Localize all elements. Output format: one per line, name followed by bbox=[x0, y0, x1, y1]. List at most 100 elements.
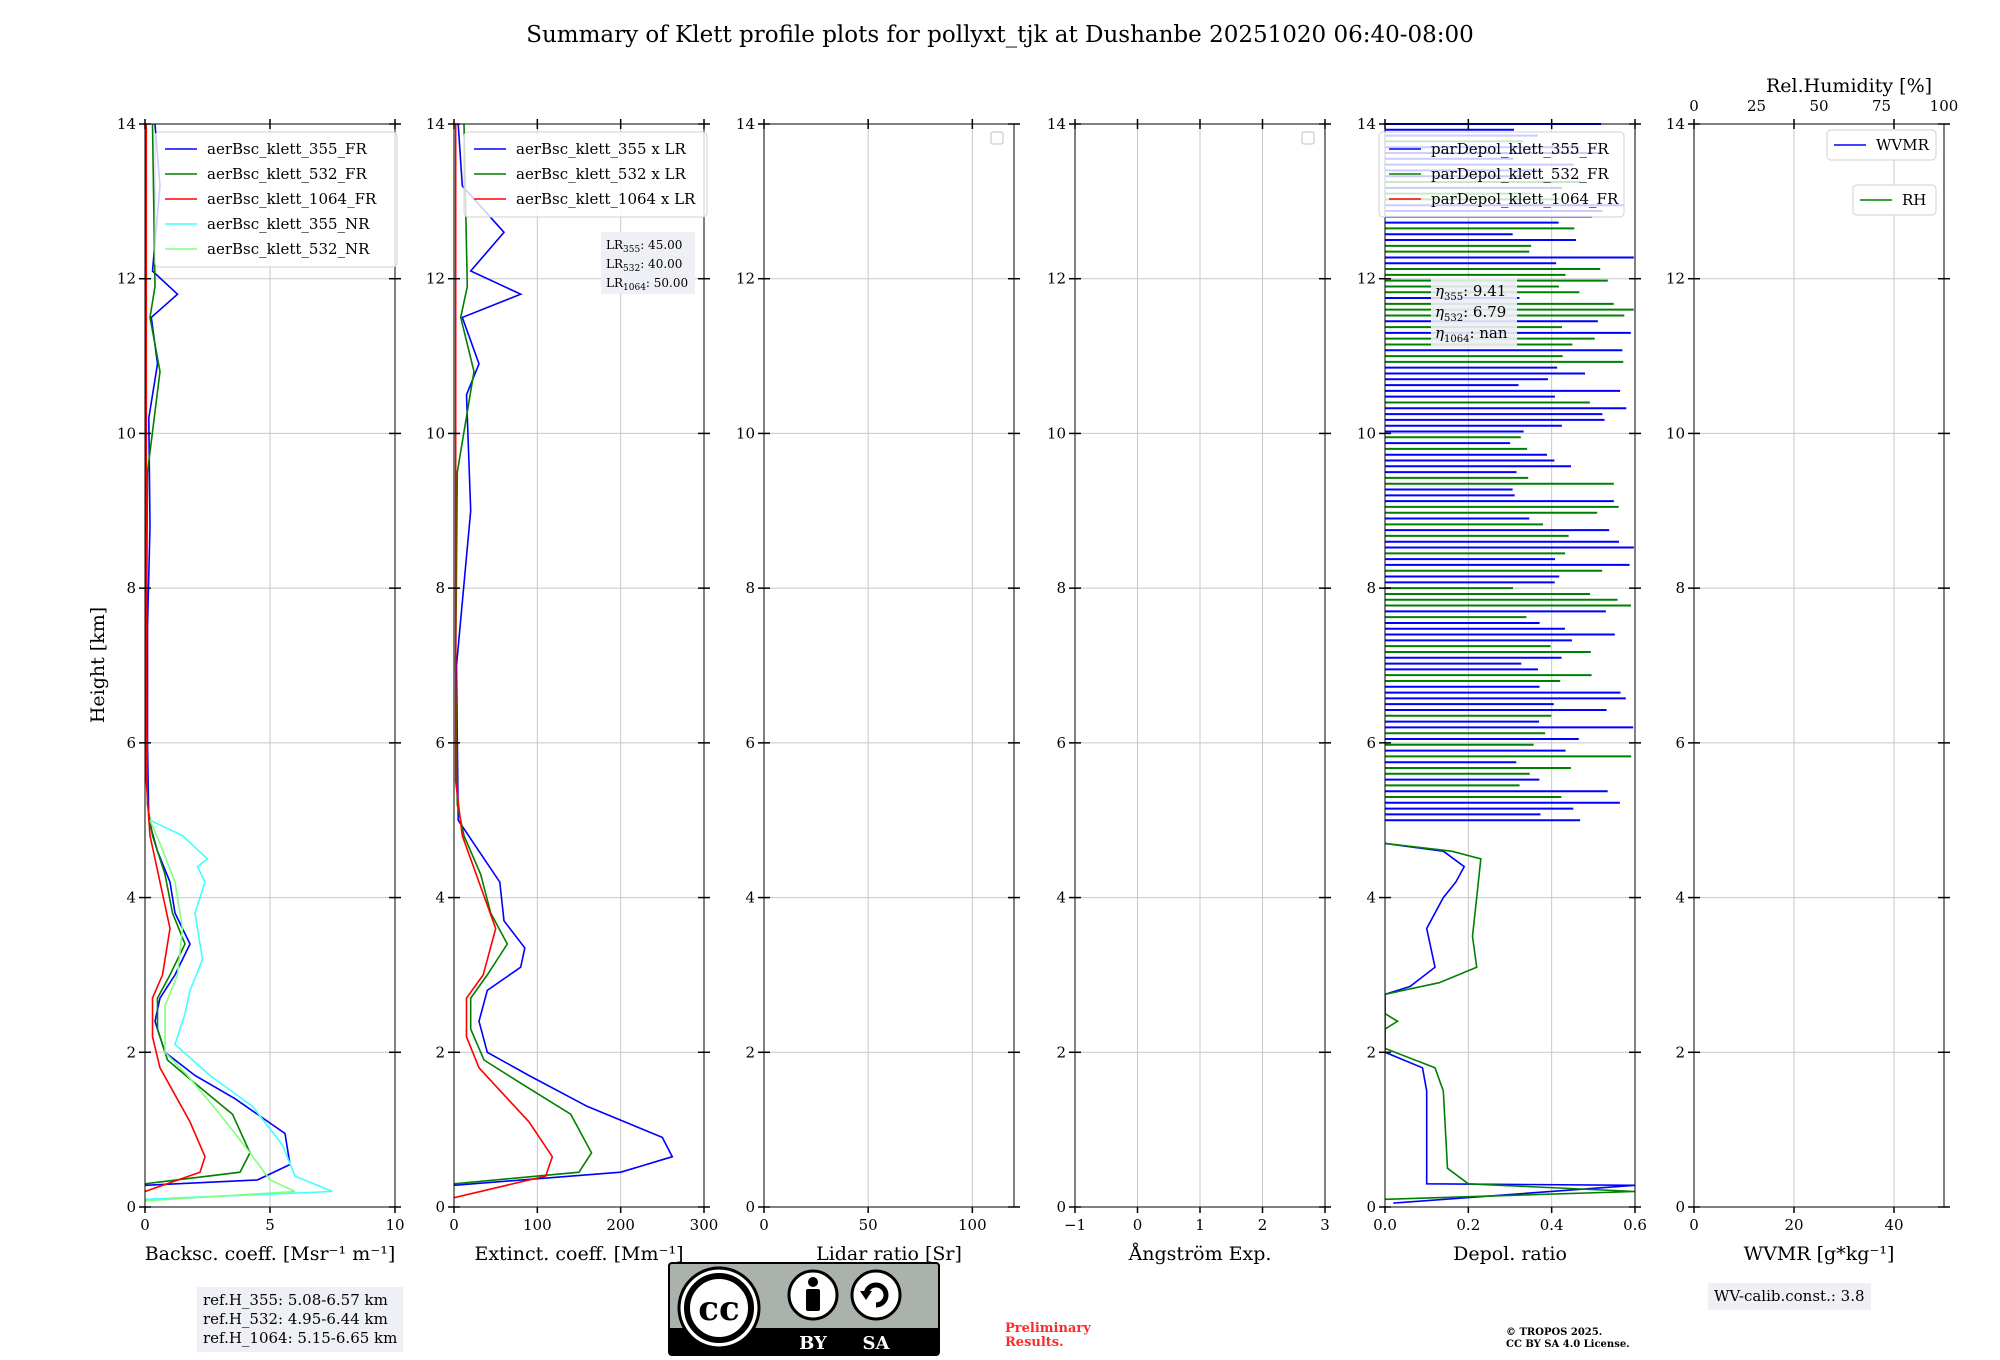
figure-title: Summary of Klett profile plots for polly… bbox=[526, 22, 1474, 48]
series-line-aerBsc_klett_355_NR bbox=[145, 819, 333, 1201]
lidar-ratio-info-box bbox=[601, 232, 695, 294]
y-tick-label: 2 bbox=[435, 1043, 445, 1061]
y-tick-label: 8 bbox=[435, 579, 445, 597]
preliminary-line-2: Results. bbox=[1005, 1335, 1064, 1350]
x-tick-label: 3 bbox=[1320, 1216, 1330, 1234]
legend-box bbox=[1852, 184, 1937, 216]
y-tick-label: 10 bbox=[1357, 424, 1376, 442]
series-line-aerBsc_klett_355 x LR bbox=[454, 124, 674, 1187]
eta-info-line: η355: 9.41 bbox=[1435, 282, 1506, 303]
series-line-aerBsc_klett_532 x LR bbox=[454, 124, 593, 1185]
series-line-parDepol_klett_355_FR bbox=[1385, 842, 1635, 1204]
legend-label: parDepol_klett_1064_FR bbox=[1431, 190, 1619, 208]
series-line-aerBsc_klett_355_FR bbox=[145, 124, 291, 1187]
eta-info-line: η532: 6.79 bbox=[1435, 303, 1506, 324]
legend-label: aerBsc_klett_355 x LR bbox=[516, 140, 687, 158]
top-x-tick-label: 0 bbox=[1689, 97, 1699, 115]
y-tick-label: 6 bbox=[745, 734, 755, 752]
y-tick-label: 2 bbox=[126, 1043, 136, 1061]
y-tick-label: 8 bbox=[1366, 579, 1376, 597]
preliminary-note: Preliminary Results. bbox=[1005, 1322, 1091, 1350]
copyright-line-2: CC BY SA 4.0 License. bbox=[1506, 1339, 1630, 1350]
y-tick-label: 0 bbox=[1675, 1198, 1685, 1216]
legend-label: aerBsc_klett_532 x LR bbox=[516, 165, 687, 183]
x-tick-label: 10 bbox=[385, 1216, 404, 1234]
y-tick-label: 12 bbox=[426, 270, 445, 288]
panel-frame bbox=[1384, 123, 1636, 1208]
y-tick-label: 0 bbox=[435, 1198, 445, 1216]
reference-height-box: ref.H_355: 5.08-6.57 km ref.H_532: 4.95-… bbox=[197, 1287, 404, 1352]
wv-calib-constant: WV-calib.const.: 3.8 bbox=[1714, 1287, 1865, 1305]
lidar-ratio-info-line: LR1064: 50.00 bbox=[606, 276, 688, 293]
panel-frame bbox=[453, 123, 705, 1208]
y-tick-label: 12 bbox=[117, 270, 136, 288]
x-axis-label: WVMR [g*kg⁻¹] bbox=[1744, 1243, 1895, 1265]
y-tick-label: 0 bbox=[745, 1198, 755, 1216]
legend: parDepol_klett_355_FR parDepol_klett_532_… bbox=[1378, 131, 1625, 218]
panel-backscatter: 0 2 4 6 8 10 12 14 0 5 10 Backsc. coeff. [Msr⁻¹ m⁻¹… bbox=[117, 115, 405, 1265]
x-tick-label: 1 bbox=[1195, 1216, 1205, 1234]
cc-by-sa-license-icon: cc BY SA bbox=[668, 1262, 940, 1356]
y-tick-label: 14 bbox=[1666, 115, 1685, 133]
ref-height-1064: ref.H_1064: 5.15-6.65 km bbox=[203, 1329, 398, 1347]
y-tick-label: 4 bbox=[745, 889, 755, 907]
x-axis-label: Ångström Exp. bbox=[1128, 1243, 1272, 1265]
x-tick-label: 0 bbox=[140, 1216, 150, 1234]
series-line-parDepol_klett_532_FR bbox=[1385, 842, 1635, 1201]
x-tick-label: 0 bbox=[449, 1216, 459, 1234]
y-tick-label: 6 bbox=[435, 734, 445, 752]
y-tick-label: 0 bbox=[1366, 1198, 1376, 1216]
x-tick-label: 0 bbox=[1689, 1216, 1699, 1234]
legend-box bbox=[1826, 129, 1937, 161]
x-tick-label: 50 bbox=[859, 1216, 878, 1234]
empty-legend-box bbox=[990, 131, 1004, 145]
eta-info-box bbox=[1431, 278, 1517, 348]
series-line-aerBsc_klett_532_FR bbox=[145, 124, 251, 1185]
panel-depol: 0 2 4 6 8 10 12 14 0.0 0.2 0.4 0.6 Depol. ratio parDe… bbox=[1357, 115, 1647, 1265]
x-tick-label: 0.4 bbox=[1540, 1216, 1564, 1234]
copyright-line-1: © TROPOS 2025. bbox=[1506, 1327, 1603, 1338]
y-tick-label: 10 bbox=[117, 424, 136, 442]
y-tick-label: 6 bbox=[1366, 734, 1376, 752]
legend-label: aerBsc_klett_355_NR bbox=[207, 215, 370, 233]
legend-label: aerBsc_klett_532_FR bbox=[207, 165, 367, 183]
x-tick-label: 100 bbox=[958, 1216, 987, 1234]
lidar-ratio-info-line: LR355: 45.00 bbox=[606, 238, 682, 255]
x-tick-label: 0 bbox=[759, 1216, 769, 1234]
legend-label: WVMR bbox=[1876, 136, 1930, 154]
x-tick-label: −1 bbox=[1064, 1216, 1086, 1234]
legend-box bbox=[154, 131, 398, 268]
x-tick-label: 200 bbox=[606, 1216, 635, 1234]
y-tick-label: 10 bbox=[426, 424, 445, 442]
lidar-ratio-info-line: LR532: 40.00 bbox=[606, 257, 682, 274]
top-axis-label: Rel.Humidity [%] bbox=[1766, 75, 1932, 97]
y-tick-label: 2 bbox=[745, 1043, 755, 1061]
y-tick-label: 10 bbox=[736, 424, 755, 442]
panel-extinction: 0 2 4 6 8 10 12 14 0 100 200 300 Extinct. coeff. [Mm… bbox=[426, 115, 718, 1265]
panel-frame bbox=[1693, 123, 1945, 1208]
top-x-tick-label: 25 bbox=[1747, 97, 1766, 115]
y-tick-label: 2 bbox=[1056, 1043, 1066, 1061]
y-tick-label: 0 bbox=[1056, 1198, 1066, 1216]
legend-label: RH bbox=[1902, 191, 1926, 209]
y-tick-label: 10 bbox=[1047, 424, 1066, 442]
panel-frame bbox=[763, 123, 1015, 1208]
y-tick-label: 0 bbox=[126, 1198, 136, 1216]
y-tick-label: 8 bbox=[745, 579, 755, 597]
x-axis-label: Lidar ratio [Sr] bbox=[816, 1243, 962, 1265]
y-tick-label: 4 bbox=[126, 889, 136, 907]
y-tick-label: 4 bbox=[1675, 889, 1685, 907]
x-tick-label: 20 bbox=[1784, 1216, 1803, 1234]
x-axis-label: Extinct. coeff. [Mm⁻¹] bbox=[474, 1243, 683, 1265]
x-tick-label: 0.2 bbox=[1456, 1216, 1480, 1234]
y-tick-label: 14 bbox=[117, 115, 136, 133]
y-tick-label: 2 bbox=[1675, 1043, 1685, 1061]
ref-height-355: ref.H_355: 5.08-6.57 km bbox=[203, 1291, 388, 1309]
legend-label: parDepol_klett_532_FR bbox=[1431, 165, 1609, 183]
top-x-tick-label: 75 bbox=[1872, 97, 1891, 115]
series-line-aerBsc_klett_1064_FR bbox=[145, 124, 206, 1193]
x-tick-label: 0 bbox=[1133, 1216, 1143, 1234]
